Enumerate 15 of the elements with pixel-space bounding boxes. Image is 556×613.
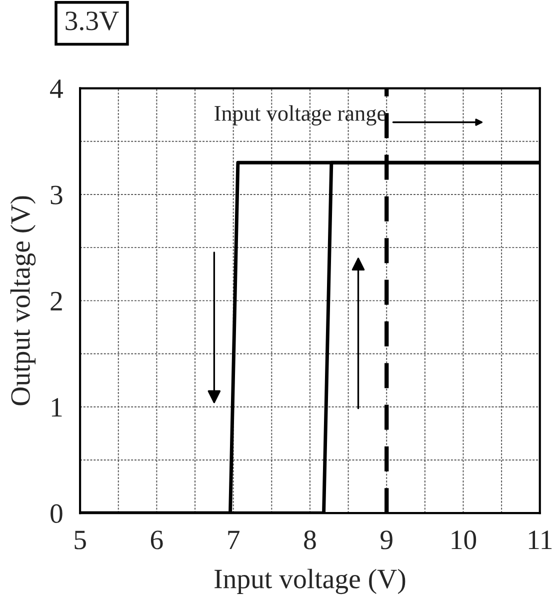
y-axis-title: Output voltage (V) <box>10 196 36 406</box>
x-tick-label: 8 <box>304 530 316 550</box>
y-tick-label: 1 <box>52 398 62 417</box>
x-tick-label: 9 <box>380 530 392 550</box>
x-tick-label: 10 <box>452 530 476 550</box>
y-tick-label: 0 <box>50 504 62 523</box>
y-tick-label: 4 <box>50 80 63 98</box>
chart-title: 3.3V <box>66 12 119 30</box>
y-tick-label: 2 <box>50 292 62 310</box>
x-tick-label: 6 <box>150 530 163 550</box>
x-tick-label: 5 <box>74 530 86 550</box>
x-tick-label: 11 <box>528 530 552 550</box>
x-axis-title: Input voltage (V) <box>214 568 406 594</box>
y-tick-label: 3 <box>50 186 62 204</box>
x-tick-label: 7 <box>228 530 240 550</box>
